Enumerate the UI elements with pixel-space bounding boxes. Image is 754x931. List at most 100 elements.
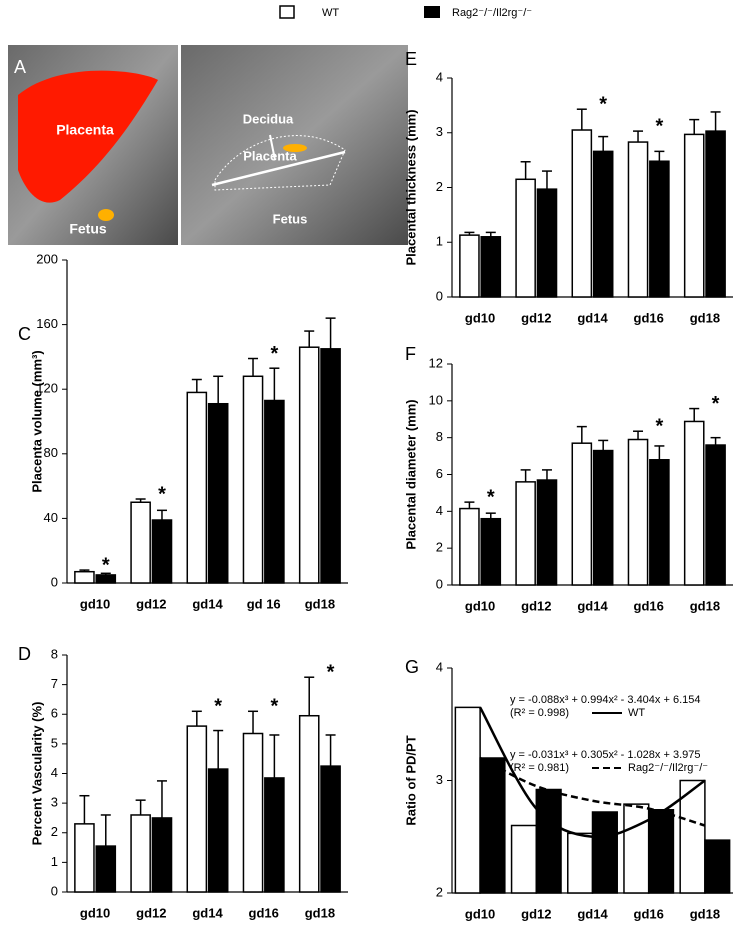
x-tick-label: gd12 xyxy=(136,596,166,611)
bar xyxy=(480,517,502,586)
fit-line xyxy=(479,706,706,839)
image-label: Fetus xyxy=(69,221,107,237)
fit-r2: (R² = 0.981) xyxy=(510,762,569,774)
x-tick-label: gd16 xyxy=(634,310,664,325)
x-tick-label: gd16 xyxy=(634,906,664,921)
y-tick-label: 8 xyxy=(436,429,443,444)
y-tick-label: 40 xyxy=(44,510,58,525)
bar xyxy=(647,809,675,894)
bar xyxy=(627,141,649,298)
bar xyxy=(571,442,593,586)
thickness-arrow xyxy=(269,134,276,161)
bar xyxy=(207,768,229,893)
fit-legend-label: WT xyxy=(628,707,645,719)
image-label: Placenta xyxy=(56,122,114,138)
y-tick-label: 3 xyxy=(51,795,58,810)
panel-label: E xyxy=(405,49,417,69)
significance-marker: * xyxy=(655,115,663,137)
placenta-overlay xyxy=(18,70,158,203)
bar xyxy=(536,479,558,586)
panel-label: G xyxy=(405,657,419,677)
y-tick-label: 4 xyxy=(436,503,443,518)
panel-label: C xyxy=(18,324,31,344)
x-tick-label: gd10 xyxy=(80,596,110,611)
legend-swatch xyxy=(279,5,295,19)
y-tick-label: 80 xyxy=(44,445,58,460)
x-tick-label: gd14 xyxy=(192,905,223,920)
x-tick-label: gd18 xyxy=(690,598,720,613)
y-axis-label: Placenta volume (mm³) xyxy=(29,350,44,492)
x-tick-label: gd18 xyxy=(690,906,720,921)
bar xyxy=(683,420,705,586)
significance-marker: * xyxy=(102,554,110,576)
x-tick-label: gd14 xyxy=(577,310,608,325)
y-tick-label: 4 xyxy=(436,69,443,84)
bar xyxy=(536,188,558,298)
y-axis-label: Percent Vascularity (%) xyxy=(29,702,44,846)
y-tick-label: 2 xyxy=(436,884,443,899)
fit-line xyxy=(479,756,706,827)
bar xyxy=(705,130,726,298)
image-label: Placenta xyxy=(243,148,297,163)
bar xyxy=(95,845,117,893)
y-tick-label: 2 xyxy=(436,540,443,555)
y-tick-label: 1 xyxy=(436,234,443,249)
y-tick-label: 2 xyxy=(51,824,58,839)
signal xyxy=(98,209,114,221)
bar xyxy=(592,150,614,298)
bar xyxy=(242,732,264,893)
bar xyxy=(130,501,151,584)
bar xyxy=(623,803,650,894)
fit-legend-label: Rag2⁻/⁻/Il2rg⁻/⁻ xyxy=(628,762,708,774)
y-tick-label: 0 xyxy=(436,576,443,591)
y-tick-label: 3 xyxy=(436,772,443,787)
bar xyxy=(186,391,208,584)
y-tick-label: 6 xyxy=(436,466,443,481)
y-tick-label: 10 xyxy=(429,392,443,407)
significance-marker: * xyxy=(599,93,607,115)
bar xyxy=(480,236,502,298)
x-tick-label: gd10 xyxy=(465,598,495,613)
y-axis-label: Placental diameter (mm) xyxy=(403,399,418,549)
bar xyxy=(592,449,614,586)
bar xyxy=(459,507,480,586)
x-tick-label: gd16 xyxy=(249,905,279,920)
x-tick-label: gd12 xyxy=(521,906,551,921)
y-tick-label: 200 xyxy=(36,251,58,266)
y-axis-label: Ratio of PD/PT xyxy=(403,735,418,825)
y-tick-label: 2 xyxy=(436,179,443,194)
bar xyxy=(298,714,320,893)
diameter-arrow xyxy=(211,150,346,187)
bar xyxy=(704,839,731,894)
x-tick-label: gd14 xyxy=(192,596,223,611)
significance-marker: * xyxy=(712,393,720,415)
bar xyxy=(649,160,670,298)
signal xyxy=(283,144,307,152)
x-tick-label: gd10 xyxy=(465,310,495,325)
x-tick-label: gd14 xyxy=(577,598,608,613)
x-tick-label: gd18 xyxy=(690,310,720,325)
significance-marker: * xyxy=(214,696,222,718)
bar xyxy=(320,348,341,584)
y-tick-label: 0 xyxy=(436,288,443,303)
panel-a: A Placenta Fetus Decidua Placenta Fetus xyxy=(8,45,408,245)
y-tick-label: 1 xyxy=(51,854,58,869)
bar xyxy=(649,459,670,586)
bar xyxy=(74,570,95,584)
significance-marker: * xyxy=(270,696,278,718)
y-tick-label: 4 xyxy=(436,659,443,674)
y-tick-label: 6 xyxy=(51,706,58,721)
y-tick-label: 8 xyxy=(51,646,58,661)
fit-r2: (R² = 0.998) xyxy=(510,707,569,719)
fit-equation: y = -0.031x³ + 0.305x² - 1.028x + 3.975 xyxy=(510,749,700,761)
x-tick-label: gd10 xyxy=(80,905,110,920)
y-tick-label: 160 xyxy=(36,316,58,331)
bar xyxy=(151,817,173,893)
bar xyxy=(454,706,481,894)
y-tick-label: 0 xyxy=(51,574,58,589)
bar xyxy=(264,399,285,584)
x-tick-label: gd 16 xyxy=(247,596,281,611)
significance-marker: * xyxy=(487,486,495,508)
legend-swatch xyxy=(424,6,440,18)
